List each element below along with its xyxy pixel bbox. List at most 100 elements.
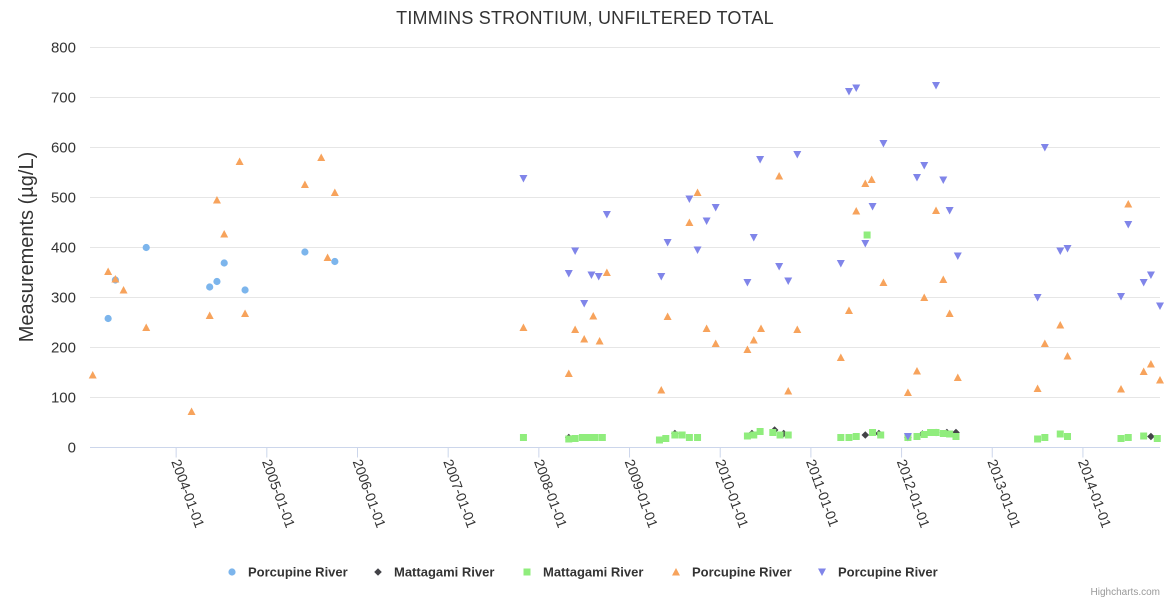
- triangle-down-point[interactable]: [953, 252, 962, 261]
- triangle-point[interactable]: [685, 218, 694, 227]
- triangle-point[interactable]: [861, 179, 870, 188]
- legend-item[interactable]: Porcupine River: [672, 565, 792, 580]
- square-point[interactable]: [519, 434, 527, 441]
- square-point[interactable]: [1153, 435, 1161, 442]
- triangle-point[interactable]: [793, 325, 802, 334]
- triangle-point[interactable]: [104, 267, 113, 276]
- square-point[interactable]: [685, 434, 693, 441]
- square-point[interactable]: [571, 435, 579, 442]
- triangle-down-point[interactable]: [594, 273, 603, 281]
- triangle-point[interactable]: [519, 323, 528, 332]
- triangle-point[interactable]: [1040, 339, 1049, 348]
- triangle-point[interactable]: [212, 196, 221, 204]
- square-point[interactable]: [784, 431, 792, 439]
- triangle-down-point[interactable]: [663, 239, 672, 247]
- legend-marker-triangle-point[interactable]: [672, 568, 680, 576]
- triangle-point[interactable]: [932, 206, 941, 215]
- circle-point[interactable]: [142, 243, 150, 252]
- legend-item[interactable]: Porcupine River: [818, 565, 938, 580]
- circle-point[interactable]: [331, 257, 339, 266]
- square-point[interactable]: [863, 231, 871, 239]
- triangle-down-point[interactable]: [920, 162, 929, 170]
- legend-label[interactable]: Porcupine River: [692, 565, 792, 580]
- diamond-point[interactable]: [1147, 432, 1155, 441]
- triangle-point[interactable]: [784, 387, 793, 395]
- diamond-point[interactable]: [861, 431, 870, 439]
- legend-label[interactable]: Porcupine River: [838, 565, 938, 580]
- triangle-point[interactable]: [1056, 321, 1065, 329]
- triangle-down-point[interactable]: [1040, 144, 1049, 152]
- triangle-down-point[interactable]: [868, 203, 877, 211]
- triangle-down-point[interactable]: [685, 195, 694, 204]
- triangle-down-point[interactable]: [945, 207, 954, 215]
- credits-link[interactable]: Highcharts.com: [1091, 587, 1160, 598]
- triangle-down-point[interactable]: [861, 240, 870, 248]
- square-point[interactable]: [1117, 435, 1125, 442]
- triangle-point[interactable]: [903, 388, 912, 397]
- triangle-point[interactable]: [844, 306, 853, 315]
- triangle-down-point[interactable]: [939, 176, 948, 185]
- legend-marker-diamond-point[interactable]: [374, 568, 382, 576]
- square-point[interactable]: [952, 433, 960, 440]
- triangle-down-point[interactable]: [749, 234, 758, 242]
- triangle-point[interactable]: [317, 153, 326, 162]
- triangle-point[interactable]: [836, 353, 845, 362]
- square-point[interactable]: [837, 434, 845, 441]
- triangle-down-point[interactable]: [1156, 302, 1164, 311]
- triangle-point[interactable]: [88, 371, 97, 379]
- triangle-point[interactable]: [749, 336, 758, 344]
- square-point[interactable]: [655, 436, 663, 444]
- triangle-down-point[interactable]: [702, 217, 711, 226]
- triangle-point[interactable]: [852, 207, 861, 215]
- triangle-down-point[interactable]: [657, 273, 666, 281]
- legend-label[interactable]: Porcupine River: [248, 565, 348, 580]
- triangle-point[interactable]: [595, 337, 604, 345]
- square-point[interactable]: [1041, 434, 1049, 441]
- triangle-point[interactable]: [702, 324, 711, 333]
- square-point[interactable]: [932, 429, 940, 436]
- circle-point[interactable]: [104, 314, 112, 323]
- triangle-point[interactable]: [945, 309, 954, 318]
- triangle-point[interactable]: [1139, 367, 1148, 376]
- triangle-point[interactable]: [241, 309, 250, 318]
- triangle-point[interactable]: [1124, 200, 1133, 208]
- triangle-down-point[interactable]: [587, 271, 596, 280]
- triangle-down-point[interactable]: [912, 174, 921, 182]
- square-point[interactable]: [869, 429, 877, 436]
- triangle-down-point[interactable]: [903, 433, 912, 441]
- legend-item[interactable]: Porcupine River: [228, 565, 348, 580]
- square-point[interactable]: [1124, 434, 1132, 441]
- triangle-down-point[interactable]: [1063, 245, 1072, 253]
- square-point[interactable]: [946, 430, 954, 438]
- triangle-down-point[interactable]: [1146, 271, 1155, 280]
- triangle-down-point[interactable]: [571, 247, 580, 256]
- circle-point[interactable]: [241, 286, 249, 294]
- triangle-point[interactable]: [953, 373, 962, 382]
- triangle-point[interactable]: [1033, 384, 1042, 393]
- triangle-down-point[interactable]: [784, 277, 793, 286]
- triangle-point[interactable]: [142, 323, 151, 332]
- triangle-down-point[interactable]: [580, 300, 589, 308]
- square-point[interactable]: [852, 433, 860, 440]
- square-point[interactable]: [939, 430, 947, 437]
- circle-point[interactable]: [206, 283, 214, 291]
- triangle-down-point[interactable]: [519, 175, 528, 183]
- triangle-down-point[interactable]: [852, 84, 861, 93]
- triangle-down-point[interactable]: [879, 140, 888, 148]
- square-point[interactable]: [769, 429, 777, 436]
- triangle-down-point[interactable]: [1056, 247, 1065, 256]
- square-point[interactable]: [1034, 435, 1042, 443]
- square-point[interactable]: [591, 434, 599, 441]
- square-point[interactable]: [565, 435, 573, 443]
- triangle-point[interactable]: [111, 275, 120, 283]
- triangle-point[interactable]: [323, 253, 332, 262]
- triangle-point[interactable]: [912, 367, 921, 375]
- triangle-point[interactable]: [580, 335, 589, 343]
- triangle-point[interactable]: [589, 312, 598, 320]
- square-point[interactable]: [671, 431, 679, 439]
- legend-item[interactable]: Mattagami River: [523, 565, 644, 580]
- legend-marker-triangle-down-point[interactable]: [818, 568, 826, 577]
- square-point[interactable]: [750, 431, 758, 439]
- triangle-point[interactable]: [757, 324, 766, 333]
- square-point[interactable]: [585, 434, 593, 441]
